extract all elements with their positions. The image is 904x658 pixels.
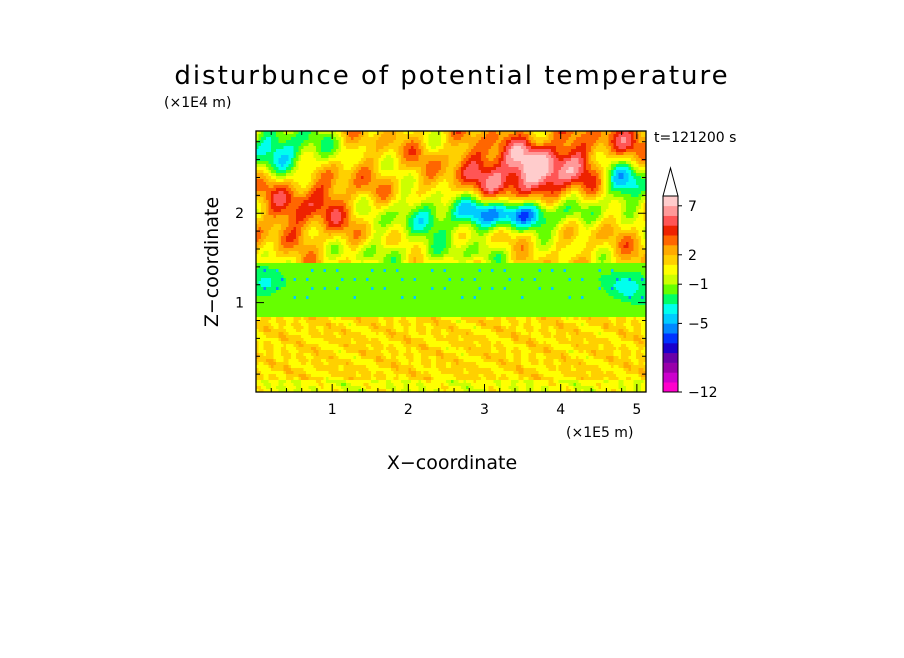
colorbar-extend-arrow xyxy=(663,168,678,196)
colorbar-swatch xyxy=(663,216,678,226)
x-tick-label: 5 xyxy=(632,402,641,418)
colorbar-swatch xyxy=(663,274,678,284)
x-tick-label: 4 xyxy=(556,402,565,418)
colorbar-swatch xyxy=(663,225,678,235)
colorbar-swatch xyxy=(663,245,678,255)
colorbar-swatch xyxy=(663,314,678,324)
colorbar-tick-label: 2 xyxy=(688,248,697,264)
colorbar-swatch xyxy=(663,294,678,304)
colorbar-tick-label: −1 xyxy=(688,277,709,293)
x-tick-label: 3 xyxy=(480,402,489,418)
colorbar-swatch xyxy=(663,333,678,343)
colorbar-swatch xyxy=(663,363,678,373)
time-label: t=121200 s xyxy=(654,130,736,146)
x-tick-label: 2 xyxy=(404,402,413,418)
colorbar-swatch xyxy=(663,323,678,333)
colorbar-swatch xyxy=(663,196,678,206)
y-tick-label: 1 xyxy=(235,296,244,312)
colorbar-swatch xyxy=(663,255,678,265)
colorbar-swatch xyxy=(663,265,678,275)
x-tick-label: 1 xyxy=(328,402,337,418)
colorbar-tick-label: −12 xyxy=(688,385,718,401)
y-axis-label: Z−coordinate xyxy=(201,197,223,327)
colorbar-swatch xyxy=(663,304,678,314)
x-axis-label: X−coordinate xyxy=(387,452,517,474)
y-unit-label: (×1E4 m) xyxy=(164,95,231,111)
chart-title: disturbunce of potential temperature xyxy=(174,61,729,91)
colorbar-swatch xyxy=(663,372,678,382)
colorbar-swatch xyxy=(663,284,678,294)
colorbar-swatch xyxy=(663,235,678,245)
colorbar-swatch xyxy=(663,353,678,363)
y-tick-label: 2 xyxy=(235,206,244,222)
colorbar-tick-label: −5 xyxy=(688,316,709,332)
heatmap-field xyxy=(256,131,647,393)
colorbar-swatch xyxy=(663,206,678,216)
colorbar-swatch xyxy=(663,343,678,353)
colorbar: −12−5−127 xyxy=(663,168,718,401)
x-unit-label: (×1E5 m) xyxy=(566,425,633,441)
colorbar-tick-label: 7 xyxy=(688,199,697,215)
colorbar-swatch xyxy=(663,382,678,392)
